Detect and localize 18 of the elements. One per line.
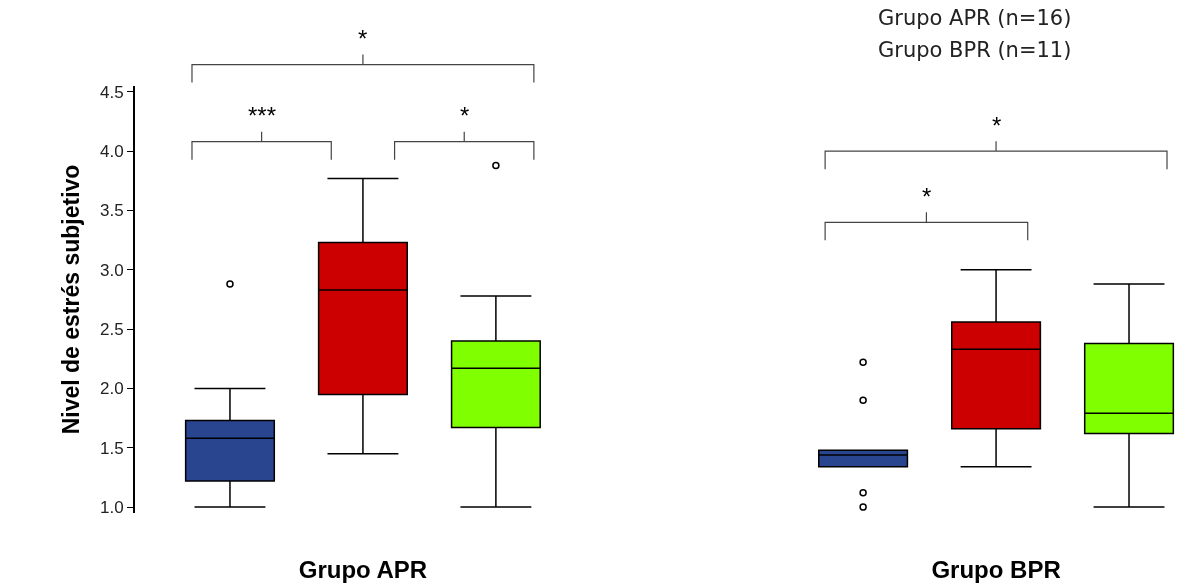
annotation: *: [922, 183, 932, 210]
y-tick-label: 1.5: [99, 438, 124, 458]
text: Grupo APR (n=16): [878, 6, 1072, 30]
y-tick-label: 3.0: [99, 260, 124, 280]
annotation: *: [992, 112, 1002, 139]
y-tick-label: 1.0: [99, 498, 124, 518]
y-tick-label: 3.5: [99, 201, 124, 221]
x-tick-label: Grupo APR: [298, 556, 428, 583]
text: Grupo BPR (n=11): [878, 38, 1072, 62]
y-tick-label: 4.5: [99, 82, 124, 102]
x-tick-label: Grupo BPR: [931, 556, 1061, 583]
y-tick-label: 4.0: [99, 142, 124, 162]
annotation: *: [460, 102, 470, 129]
text: *: [358, 25, 368, 52]
y-tick-label: 2.0: [99, 379, 124, 399]
y-axis-title: Nivel de estrés subjetivo: [57, 164, 84, 435]
annotation: ***: [248, 102, 277, 129]
y-tick-label: 2.5: [99, 320, 124, 340]
